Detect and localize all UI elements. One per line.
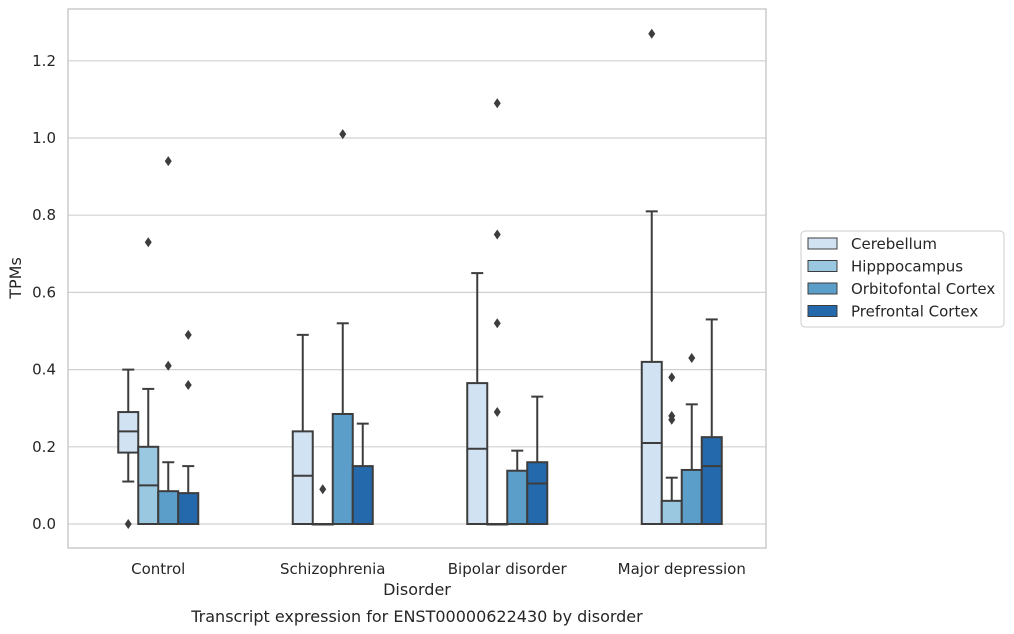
x-tick-label: Schizophrenia <box>280 560 385 578</box>
box-prefrontal-cortex-control <box>177 329 200 525</box>
box-cerebellum-bipolar-disorder <box>466 272 489 525</box>
outlier-point <box>493 98 501 109</box>
box-body <box>291 430 314 525</box>
box-body <box>506 469 529 525</box>
box-cerebellum-control <box>117 368 140 529</box>
outlier-point <box>319 484 327 495</box>
outlier-point <box>493 229 501 240</box>
y-tick-label: 0.6 <box>32 283 56 301</box>
legend-frame <box>800 230 1005 328</box>
box-body <box>660 499 683 525</box>
box-hipppocampus-bipolar-disorder <box>486 98 509 526</box>
boxes <box>117 28 723 529</box>
outlier-point <box>184 329 192 340</box>
legend: Cerebellum Hipppocampus Orbitofontal Corte… <box>800 230 1005 328</box>
y-tick-labels: 0.0 0.2 0.4 0.6 0.8 1.0 1.2 <box>32 52 56 533</box>
outlier-point <box>668 410 676 421</box>
outlier-point <box>124 519 132 529</box>
box-body <box>700 436 723 525</box>
chart-caption: Transcript expression for ENST0000062243… <box>190 607 643 626</box>
box-cerebellum-schizophrenia <box>291 333 314 525</box>
box-body <box>680 468 703 525</box>
box-orbitofontal-cortex-bipolar-disorder <box>506 449 529 525</box>
y-tick-label: 1.0 <box>32 129 56 147</box>
box-body <box>157 490 180 526</box>
legend-label: Hipppocampus <box>851 258 963 276</box>
box-prefrontal-cortex-bipolar-disorder <box>526 395 549 525</box>
outlier-point <box>493 318 501 329</box>
legend-swatch <box>807 282 838 295</box>
box-orbitofontal-cortex-control <box>157 156 180 526</box>
x-tick-label: Control <box>131 560 185 578</box>
box-cerebellum-major-depression <box>640 28 663 525</box>
box-hipppocampus-schizophrenia <box>311 484 334 526</box>
x-tick-label: Major depression <box>618 560 746 578</box>
x-tick-labels: Control Schizophrenia Bipolar disorder Majo… <box>131 560 746 578</box>
outlier-point <box>164 156 172 167</box>
legend-label: Cerebellum <box>851 235 937 253</box>
outlier-point <box>339 129 347 140</box>
box-orbitofontal-cortex-major-depression <box>680 353 703 525</box>
y-tick-label: 0.0 <box>32 515 56 533</box>
box-hipppocampus-control <box>137 237 160 525</box>
box-body <box>466 382 489 525</box>
x-axis-label: Disorder <box>383 580 451 599</box>
box-prefrontal-cortex-schizophrenia <box>351 422 374 526</box>
y-axis-label: TPMs <box>6 257 25 300</box>
legend-swatch <box>807 305 838 317</box>
box-body <box>177 492 200 525</box>
y-tick-label: 0.2 <box>32 438 56 456</box>
plot-frame <box>67 8 767 549</box>
outlier-point <box>688 353 696 364</box>
legend-swatch <box>807 260 838 272</box>
box-hipppocampus-major-depression <box>660 372 683 525</box>
legend-items: Cerebellum Hipppocampus Orbitofontal Corte… <box>807 235 995 321</box>
box-prefrontal-cortex-major-depression <box>700 318 723 525</box>
y-tick-label: 1.2 <box>32 52 56 70</box>
outlier-point <box>164 360 172 371</box>
x-tick-label: Bipolar disorder <box>448 560 568 578</box>
legend-swatch <box>807 237 838 250</box>
legend-label: Orbitofontal Cortex <box>851 280 995 298</box>
y-tick-label: 0.4 <box>32 361 56 379</box>
box-body <box>526 461 549 525</box>
box-body <box>331 412 354 525</box>
outlier-point <box>493 407 501 418</box>
y-tick-label: 0.8 <box>32 206 56 224</box>
outlier-point <box>668 372 676 383</box>
outlier-point <box>648 28 656 39</box>
outlier-point <box>144 237 152 248</box>
box-body <box>351 465 374 526</box>
legend-label: Prefrontal Cortex <box>851 303 978 321</box>
outlier-point <box>184 380 192 391</box>
box-orbitofontal-cortex-schizophrenia <box>331 129 354 525</box>
gridlines <box>68 60 766 525</box>
